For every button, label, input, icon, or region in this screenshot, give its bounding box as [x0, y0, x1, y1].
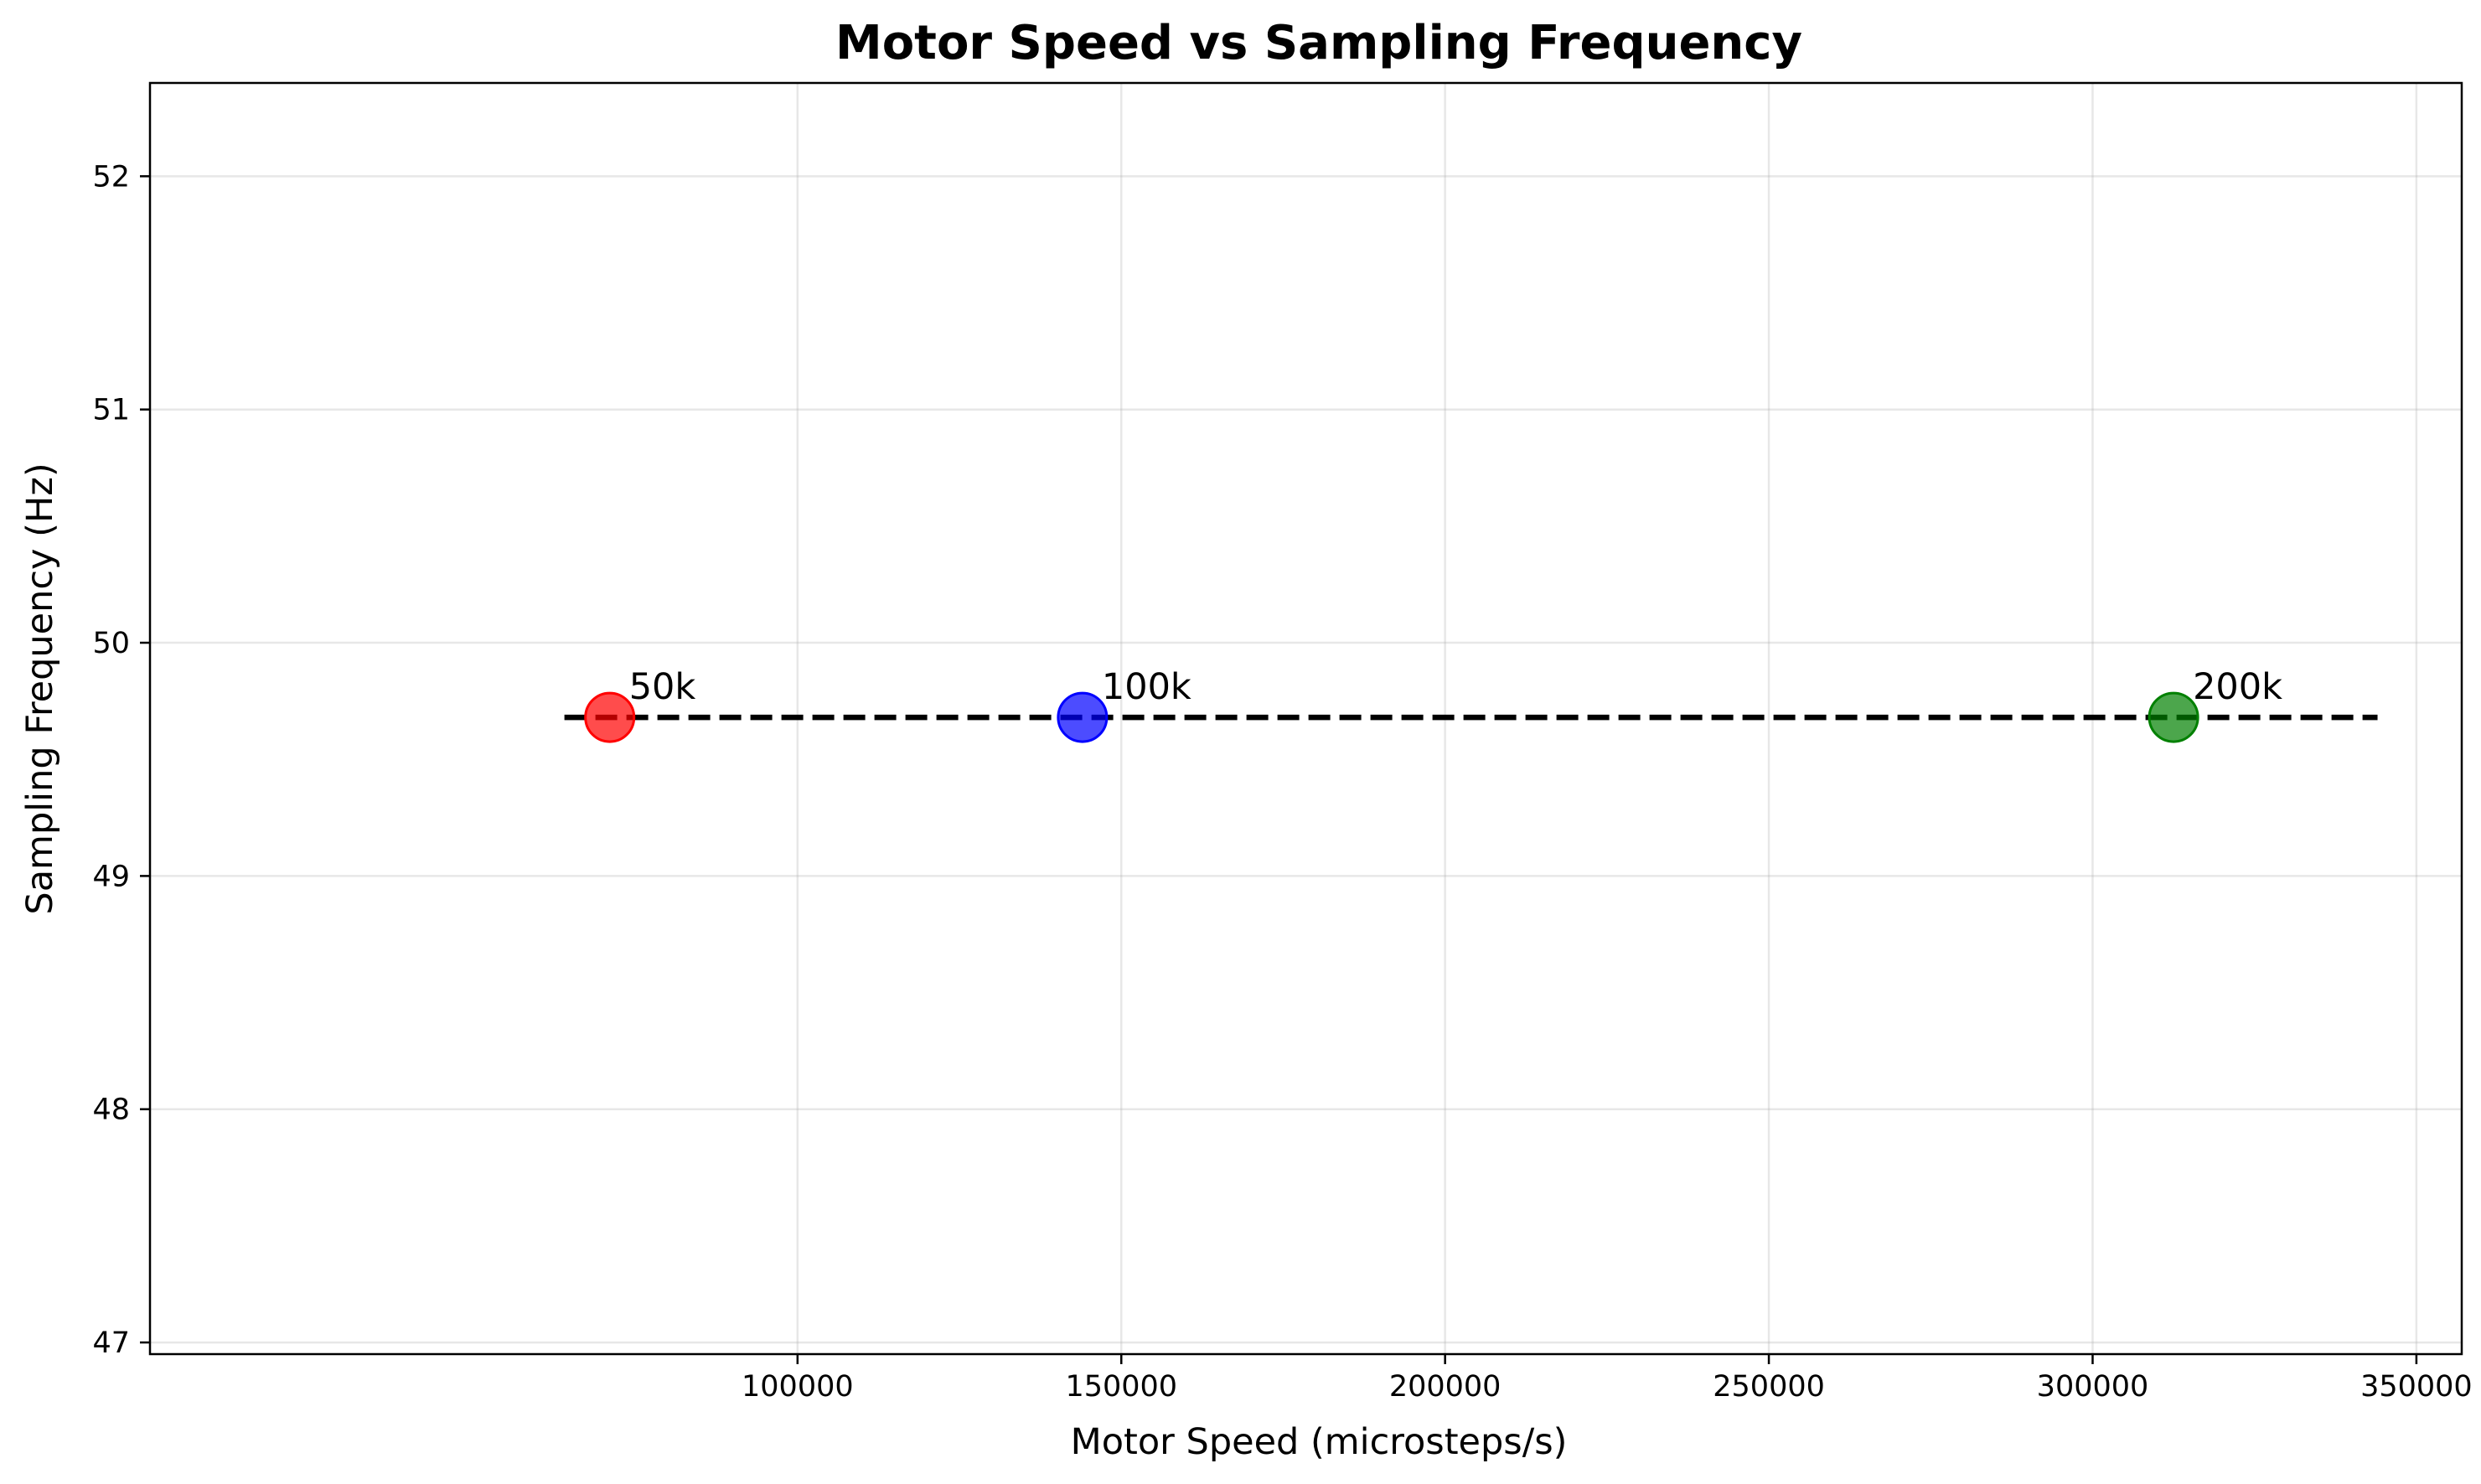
data-point — [2148, 691, 2199, 743]
x-tick-label: 250000 — [1713, 1370, 1825, 1404]
x-axis-label: Motor Speed (microsteps/s) — [1071, 1421, 1568, 1463]
x-axis-ticks: 100000 150000 200000 250000 300000 350000 — [742, 1354, 2473, 1404]
x-tick-label: 100000 — [742, 1370, 854, 1404]
data-points: 50k 100k 200k — [584, 666, 2282, 743]
y-tick-label: 48 — [92, 1094, 130, 1127]
y-tick-label: 52 — [92, 160, 130, 194]
x-tick-label: 200000 — [1389, 1370, 1502, 1404]
x-tick-label: 150000 — [1065, 1370, 1177, 1404]
y-tick-label: 51 — [92, 394, 130, 427]
data-point — [1057, 691, 1109, 743]
point-label: 200k — [2193, 666, 2282, 708]
y-axis-label: Sampling Frequency (Hz) — [19, 463, 61, 914]
y-tick-label: 47 — [92, 1326, 130, 1360]
plot-area — [148, 81, 2463, 1356]
x-tick-label: 350000 — [2360, 1370, 2473, 1404]
y-tick-label: 49 — [92, 860, 130, 893]
y-axis-ticks: 47 48 49 50 51 52 — [92, 160, 150, 1360]
y-tick-label: 50 — [92, 627, 130, 660]
data-point — [584, 691, 636, 743]
point-label: 50k — [629, 666, 696, 708]
point-label: 100k — [1102, 666, 1191, 708]
chart-title: Motor Speed vs Sampling Frequency — [835, 16, 1802, 70]
x-tick-label: 300000 — [2037, 1370, 2149, 1404]
